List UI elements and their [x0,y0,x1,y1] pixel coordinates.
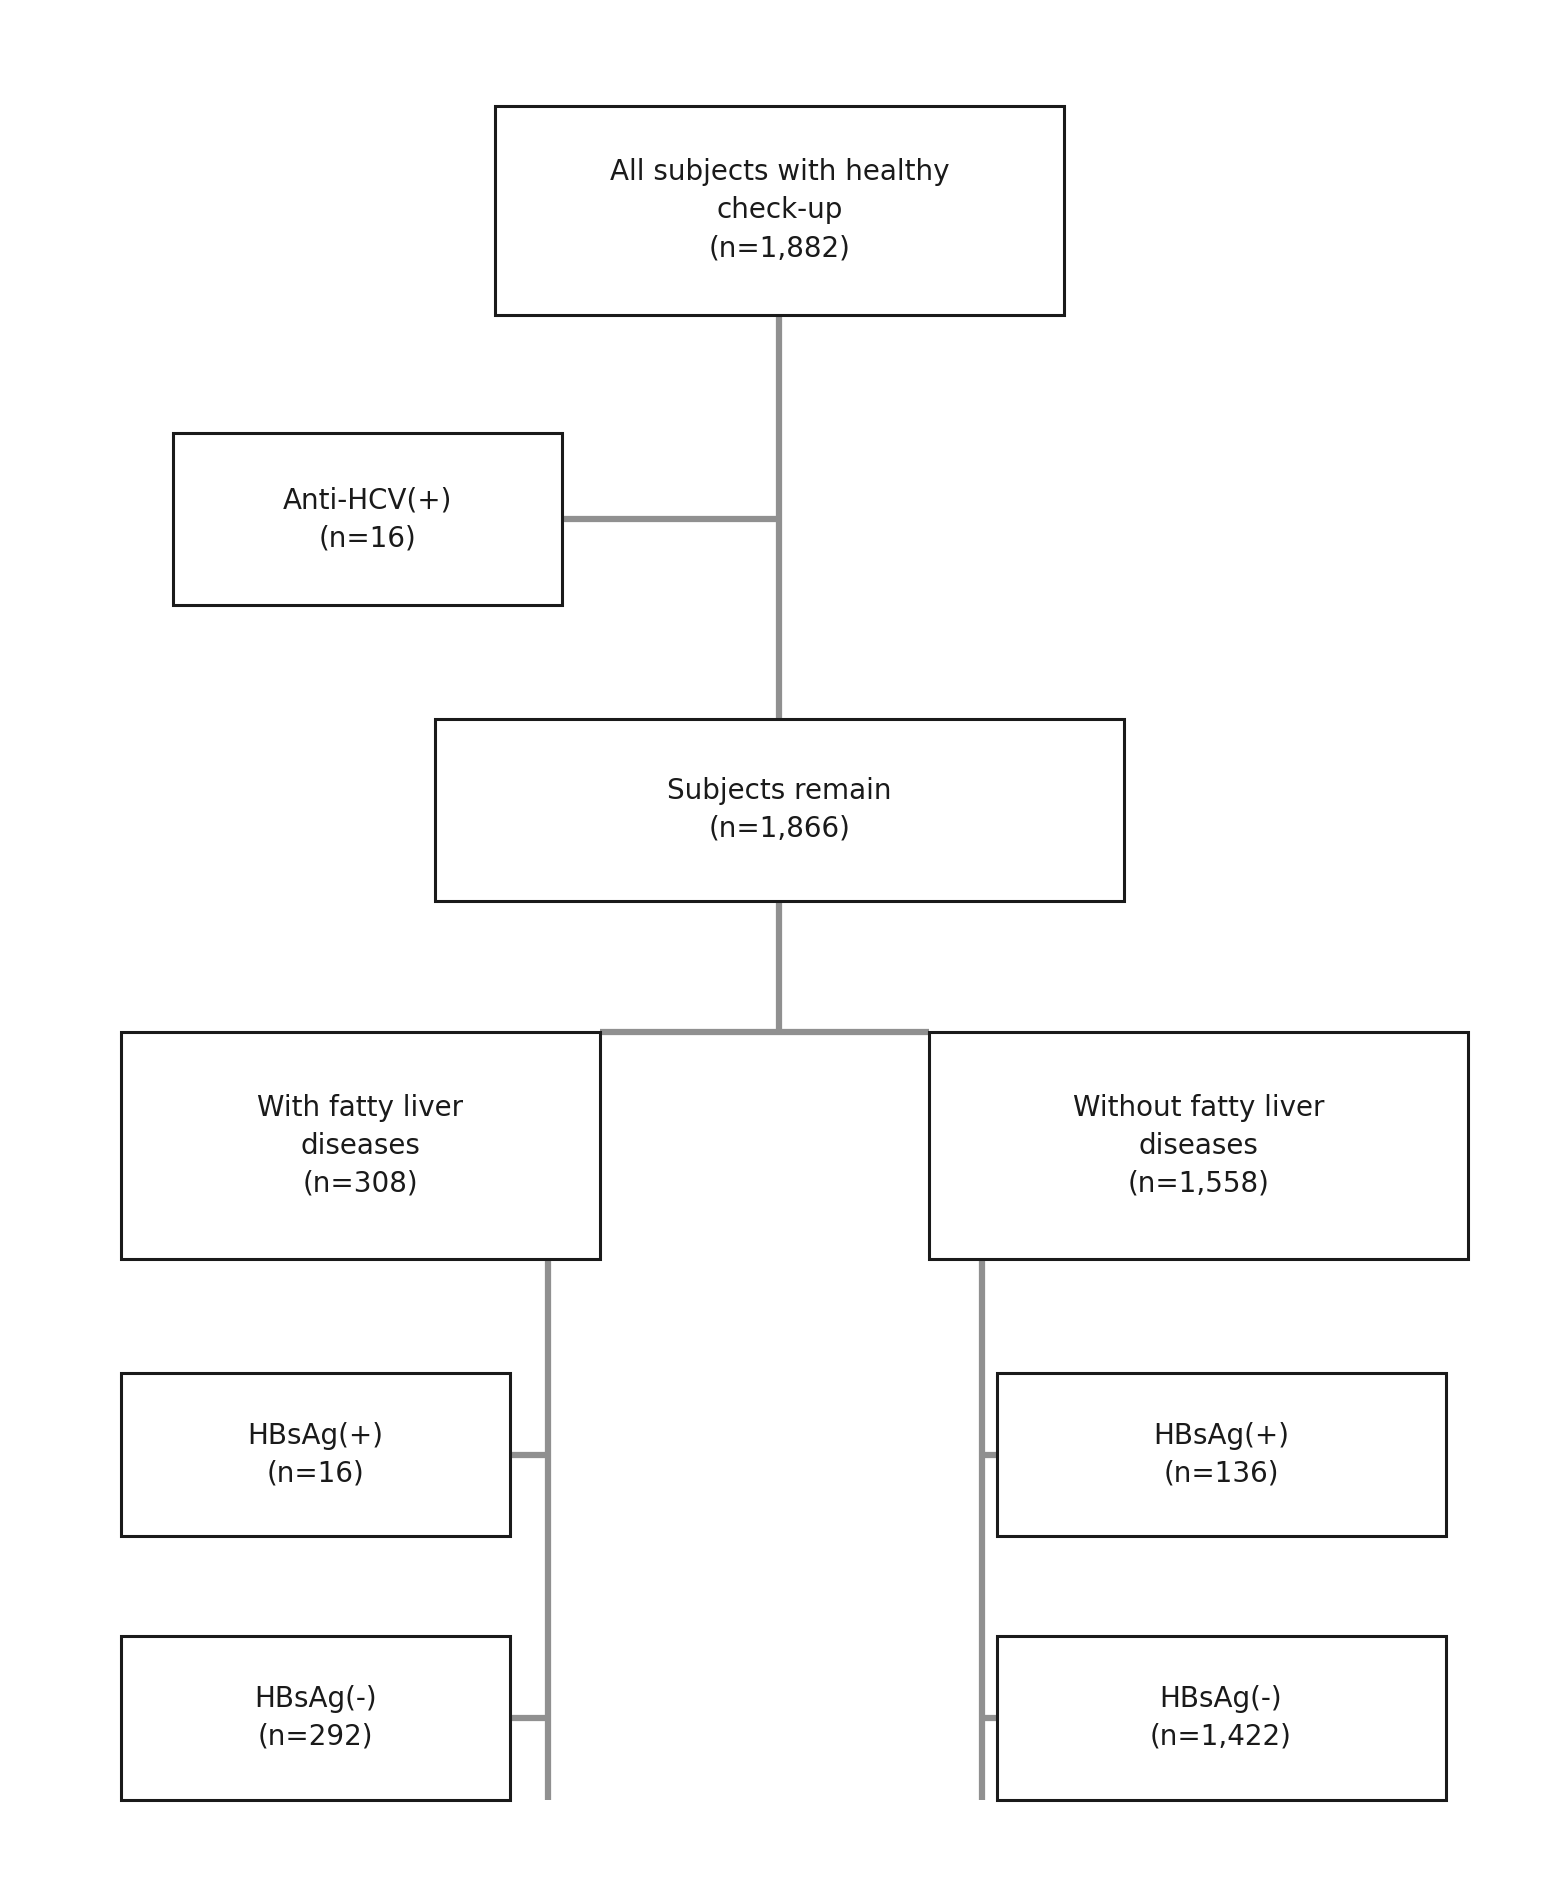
Text: HBsAg(-)
(n=292): HBsAg(-) (n=292) [254,1686,377,1750]
FancyBboxPatch shape [996,1374,1445,1536]
FancyBboxPatch shape [122,1637,510,1799]
FancyBboxPatch shape [122,1374,510,1536]
FancyBboxPatch shape [929,1033,1469,1260]
FancyBboxPatch shape [996,1637,1445,1799]
FancyBboxPatch shape [122,1033,600,1260]
FancyBboxPatch shape [435,719,1124,901]
Text: All subjects with healthy
check-up
(n=1,882): All subjects with healthy check-up (n=1,… [610,159,949,263]
FancyBboxPatch shape [496,106,1063,314]
Text: Anti-HCV(+)
(n=16): Anti-HCV(+) (n=16) [284,486,452,552]
FancyBboxPatch shape [173,433,563,605]
Text: HBsAg(+)
(n=16): HBsAg(+) (n=16) [248,1421,384,1487]
Text: With fatty liver
diseases
(n=308): With fatty liver diseases (n=308) [257,1094,463,1198]
Text: HBsAg(+)
(n=136): HBsAg(+) (n=136) [1154,1421,1289,1487]
Text: Without fatty liver
diseases
(n=1,558): Without fatty liver diseases (n=1,558) [1073,1094,1324,1198]
Text: HBsAg(-)
(n=1,422): HBsAg(-) (n=1,422) [1151,1686,1292,1750]
Text: Subjects remain
(n=1,866): Subjects remain (n=1,866) [667,778,892,842]
